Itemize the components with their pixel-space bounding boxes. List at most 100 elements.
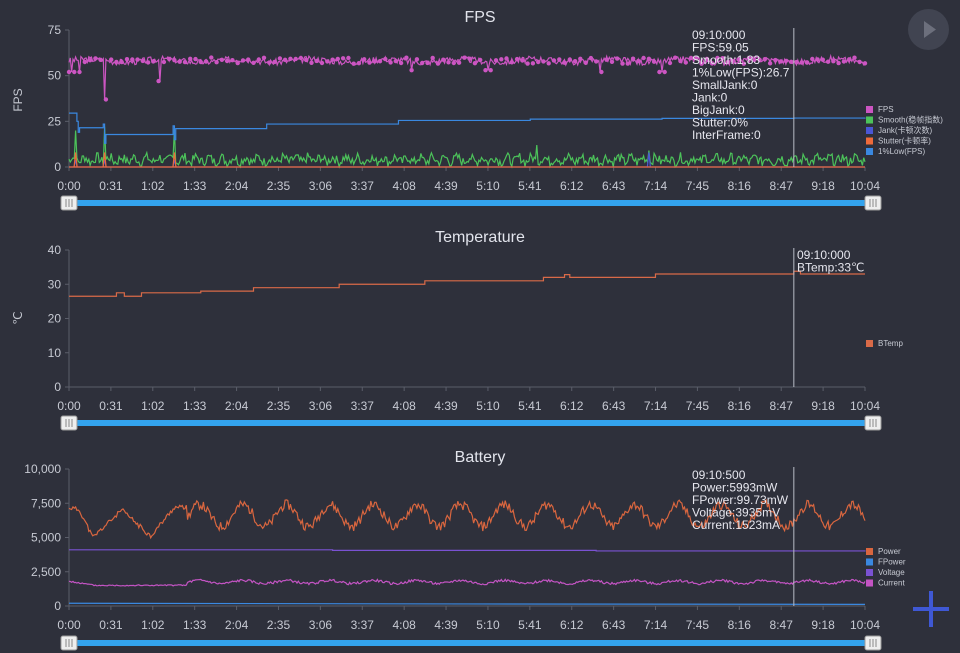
data-point xyxy=(219,57,225,62)
data-point xyxy=(847,57,852,62)
x-tick-label: 4:39 xyxy=(434,618,458,632)
x-tick-label: 3:06 xyxy=(309,179,333,193)
data-point xyxy=(852,55,857,60)
data-point xyxy=(309,60,314,65)
data-point xyxy=(493,58,499,63)
x-tick-label: 10:04 xyxy=(850,179,880,193)
data-point xyxy=(288,56,293,61)
slider-handle-right[interactable] xyxy=(864,415,882,431)
data-point xyxy=(731,58,736,64)
data-point xyxy=(119,59,124,65)
x-tick-label: 2:35 xyxy=(267,618,291,632)
data-point xyxy=(857,59,862,65)
data-point xyxy=(562,60,567,65)
x-tick-label: 6:43 xyxy=(602,399,626,413)
data-point xyxy=(203,59,209,64)
tooltip-line: FPower:99.73mW xyxy=(692,493,789,507)
slider-handle-right[interactable] xyxy=(864,635,882,651)
data-point xyxy=(625,61,630,66)
data-point xyxy=(472,61,478,66)
x-tick-label: 2:35 xyxy=(267,399,291,413)
range-slider[interactable] xyxy=(60,635,882,651)
data-point xyxy=(325,59,330,64)
tooltip: 09:10:500Power:5993mWFPower:99.73mWVolta… xyxy=(692,468,789,532)
data-point xyxy=(367,60,372,65)
data-point xyxy=(752,57,757,63)
x-tick-label: 5:10 xyxy=(476,618,500,632)
data-point xyxy=(404,55,409,60)
data-point xyxy=(446,60,451,65)
data-point xyxy=(546,61,551,66)
data-point xyxy=(272,59,277,65)
data-point xyxy=(393,58,398,64)
series-line-1 xyxy=(69,270,865,297)
data-point xyxy=(557,57,562,62)
range-slider[interactable] xyxy=(60,195,882,211)
tooltip-line: 09:10:000 xyxy=(692,28,746,42)
data-point xyxy=(530,61,536,66)
data-point xyxy=(709,61,715,66)
data-point xyxy=(667,60,673,66)
x-tick-label: 10:04 xyxy=(850,618,880,632)
data-point xyxy=(340,56,346,61)
data-point xyxy=(209,55,214,60)
data-point xyxy=(578,56,583,61)
legend-label: FPower xyxy=(878,558,906,567)
y-tick-label: 0 xyxy=(54,160,61,174)
range-slider[interactable] xyxy=(60,415,882,431)
legend-swatch xyxy=(866,106,873,113)
x-tick-label: 6:12 xyxy=(560,179,584,193)
data-point xyxy=(715,55,720,61)
data-point xyxy=(388,60,393,65)
data-point xyxy=(182,59,188,65)
slider-handle-right[interactable] xyxy=(864,195,882,211)
y-tick-label: 5,000 xyxy=(31,531,61,545)
data-point xyxy=(420,60,425,66)
legend-swatch xyxy=(866,340,873,347)
data-point xyxy=(314,58,319,64)
tooltip-line: SmallJank:0 xyxy=(692,78,758,92)
data-point xyxy=(167,56,172,62)
data-point xyxy=(140,58,145,64)
data-point xyxy=(604,57,609,62)
data-point xyxy=(198,59,203,65)
play-button[interactable] xyxy=(908,9,949,50)
slider-handle-left[interactable] xyxy=(60,415,78,431)
add-button[interactable] xyxy=(910,588,952,630)
data-point xyxy=(267,60,272,65)
legend-label: 1%Low(FPS) xyxy=(878,147,925,156)
slider-handle-left[interactable] xyxy=(60,635,78,651)
data-point xyxy=(130,57,135,62)
y-tick-label: 25 xyxy=(48,114,62,128)
x-tick-label: 8:47 xyxy=(770,399,794,413)
y-tick-label: 50 xyxy=(48,69,62,83)
slider-track[interactable] xyxy=(69,640,865,646)
legend-label: Voltage xyxy=(878,568,905,577)
data-point xyxy=(414,57,420,62)
slider-handle-left[interactable] xyxy=(60,195,78,211)
data-point xyxy=(87,58,93,63)
series-line-1 xyxy=(68,498,866,540)
data-point xyxy=(82,59,88,65)
x-tick-label: 9:18 xyxy=(811,399,835,413)
slider-track[interactable] xyxy=(69,200,865,206)
tooltip: 09:10:000FPS:59.05Smooth:1.831%Low(FPS):… xyxy=(692,28,790,142)
data-point xyxy=(372,59,377,64)
data-point xyxy=(630,56,636,61)
chart-1: FPS FPS 0 25 50 75 0:00 0:31 1:02 1:33 2:04 2:35 3:0… xyxy=(11,9,943,211)
data-point xyxy=(773,57,778,63)
y-axis-label: FPS xyxy=(11,88,25,111)
data-point xyxy=(467,56,472,61)
x-tick-label: 5:41 xyxy=(518,179,542,193)
tooltip-line: 1%Low(FPS):26.7 xyxy=(692,66,790,80)
x-tick-label: 6:43 xyxy=(602,179,626,193)
data-point xyxy=(725,59,731,65)
slider-track[interactable] xyxy=(69,420,865,426)
data-point xyxy=(778,59,783,64)
data-point xyxy=(383,56,388,62)
legend-label: Current xyxy=(878,579,905,588)
data-point xyxy=(509,60,514,65)
x-tick-label: 1:02 xyxy=(141,399,165,413)
data-point xyxy=(794,59,799,65)
legend-swatch xyxy=(866,127,873,134)
